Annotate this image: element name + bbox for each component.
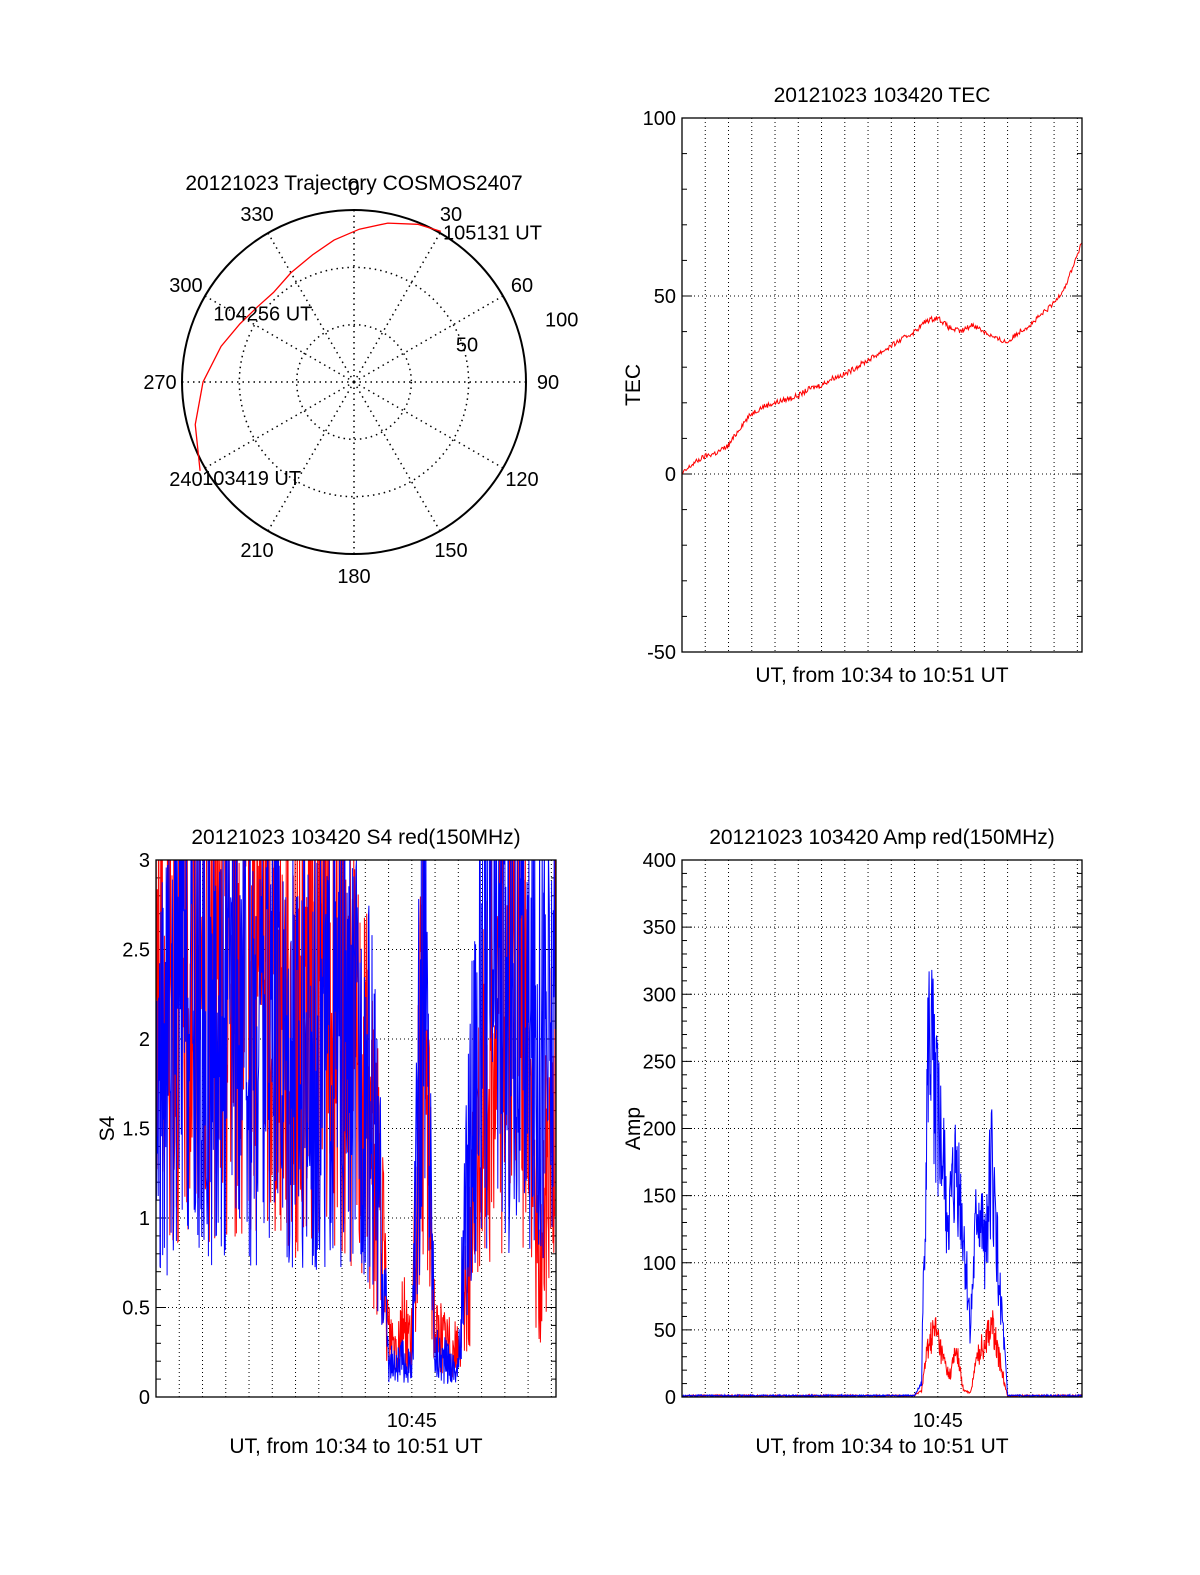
x-tick-label: 10:45 [387,1410,437,1432]
polar-azimuth-label: 30 [440,204,462,226]
panel-title: 20121023 103420 Amp red(150MHz) [709,826,1055,849]
polar-azimuth-label: 270 [143,372,176,394]
y-axis-label: S4 [96,1115,119,1141]
y-tick-label: 2.5 [122,940,150,962]
polar-grid-spoke [204,381,355,469]
plot-frame [155,859,557,1398]
y-tick-label: 50 [654,1320,676,1342]
polar-azimuth-label: 90 [537,372,559,394]
y-tick-label: 150 [643,1186,676,1208]
y-tick-label: 200 [643,1119,676,1141]
y-tick-label: 3 [139,850,150,872]
polar-azimuth-label: 120 [505,469,538,491]
y-axis-label: Amp [622,1107,645,1150]
polar-azimuth-label: 240 [169,469,202,491]
series-line-blue [682,969,1082,1397]
y-tick-label: 2 [139,1029,150,1051]
polar-grid-spoke [353,232,441,383]
polar-outer-circle [181,209,527,555]
polar-annotation: 104256 UT [213,304,312,326]
series-line-red [682,242,1082,475]
polar-grid-circle [295,323,413,441]
y-axis-label: TEC [622,364,645,406]
y-tick-label: 0.5 [122,1298,150,1320]
polar-grid-spoke [353,295,504,383]
y-tick-label: 400 [643,850,676,872]
polar-grid-spoke [267,232,355,383]
x-axis-label: UT, from 10:34 to 10:51 UT [229,1435,482,1458]
polar-azimuth-label: 150 [434,540,467,562]
polar-grid-spoke [353,381,441,532]
y-tick-label: -50 [647,642,676,664]
polar-track-line [194,222,442,471]
x-axis-label: UT, from 10:34 to 10:51 UT [755,1435,1008,1458]
series-line-red [682,1310,1082,1397]
plot-frame [681,859,1083,1398]
x-axis-label: UT, from 10:34 to 10:51 UT [755,664,1008,687]
polar-azimuth-label: 330 [240,204,273,226]
y-tick-label: 1.5 [122,1119,150,1141]
polar-azimuth-label: 210 [240,540,273,562]
polar-grid-circle [238,266,470,498]
panel-title: 20121023 103420 S4 red(150MHz) [191,826,520,849]
x-tick-label: 10:45 [913,1410,963,1432]
series-line-blue [156,860,556,1384]
polar-annotation: 105131 UT [443,222,542,244]
y-tick-label: 50 [654,286,676,308]
polar-grid-spoke [204,295,355,383]
polar-grid-spoke [353,381,504,469]
y-tick-label: 100 [643,108,676,130]
polar-radius-label: 50 [456,335,478,357]
panel-title: 20121023 103420 TEC [774,84,991,107]
polar-azimuth-label: 0 [348,178,359,200]
y-tick-label: 300 [643,984,676,1006]
y-tick-label: 350 [643,917,676,939]
polar-azimuth-label: 60 [511,275,533,297]
y-tick-label: 250 [643,1051,676,1073]
polar-radius-label: 100 [545,309,578,331]
polar-title: 20121023 Trajectory COSMOS2407 [185,172,522,195]
y-tick-label: 0 [665,464,676,486]
polar-azimuth-label: 180 [337,566,370,588]
plot-frame [681,117,1083,653]
polar-azimuth-label: 300 [169,275,202,297]
polar-grid-spoke [267,381,355,532]
polar-annotation: 103419 UT [202,468,301,490]
y-tick-label: 1 [139,1208,150,1230]
y-tick-label: 100 [643,1253,676,1275]
y-tick-label: 0 [139,1387,150,1409]
y-tick-label: 0 [665,1387,676,1409]
